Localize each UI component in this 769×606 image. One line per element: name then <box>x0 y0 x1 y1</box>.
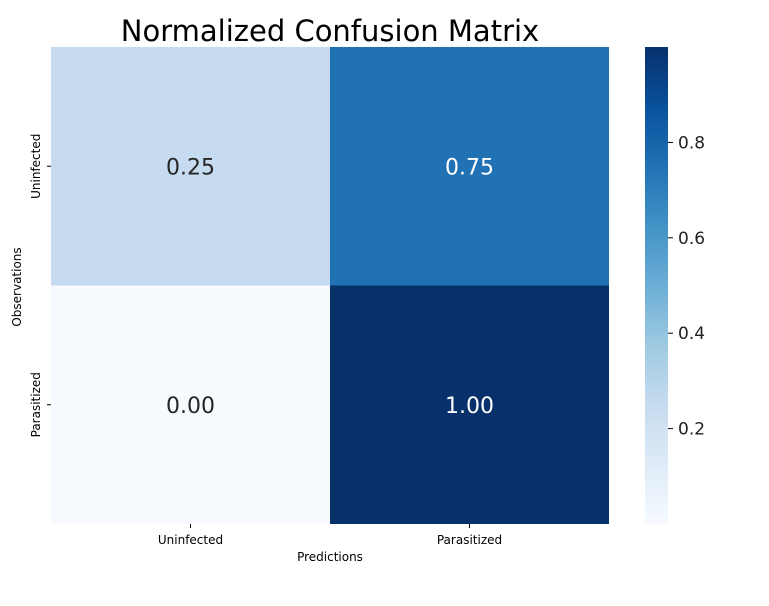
y-tick-label: Uninfected <box>29 134 43 199</box>
colorbar-tick-label: 0.8 <box>678 133 705 153</box>
y-axis-label: Observations <box>10 247 24 326</box>
heatmap-cell <box>51 285 330 524</box>
x-tick-label: Parasitized <box>437 533 502 547</box>
cell-value-label: 0.25 <box>166 155 215 180</box>
heatmap-cell <box>330 47 609 286</box>
heatmap-cells <box>51 47 609 524</box>
colorbar-ticks: 0.2 0.4 0.6 0.8 <box>668 133 705 440</box>
cell-value-label: 0.00 <box>166 394 215 419</box>
cell-value-label: 1.00 <box>445 394 494 419</box>
chart-title: Normalized Confusion Matrix <box>121 14 539 48</box>
y-tick-label: Parasitized <box>29 372 43 437</box>
x-tick-label: Uninfected <box>158 533 223 547</box>
cell-value-label: 0.75 <box>445 155 494 180</box>
colorbar-tick-label: 0.4 <box>678 324 705 344</box>
colorbar-tick-label: 0.2 <box>678 420 705 440</box>
heatmap-cell-labels: 0.25 0.75 0.00 1.00 <box>166 155 494 419</box>
x-axis-label: Predictions <box>297 550 363 564</box>
colorbar <box>645 47 668 524</box>
heatmap-cell <box>51 47 330 286</box>
x-axis-ticks: Uninfected Parasitized <box>158 524 502 547</box>
colorbar-tick-label: 0.6 <box>678 229 705 249</box>
y-axis-ticks: Uninfected Parasitized <box>29 134 51 437</box>
heatmap-cell <box>330 285 609 524</box>
